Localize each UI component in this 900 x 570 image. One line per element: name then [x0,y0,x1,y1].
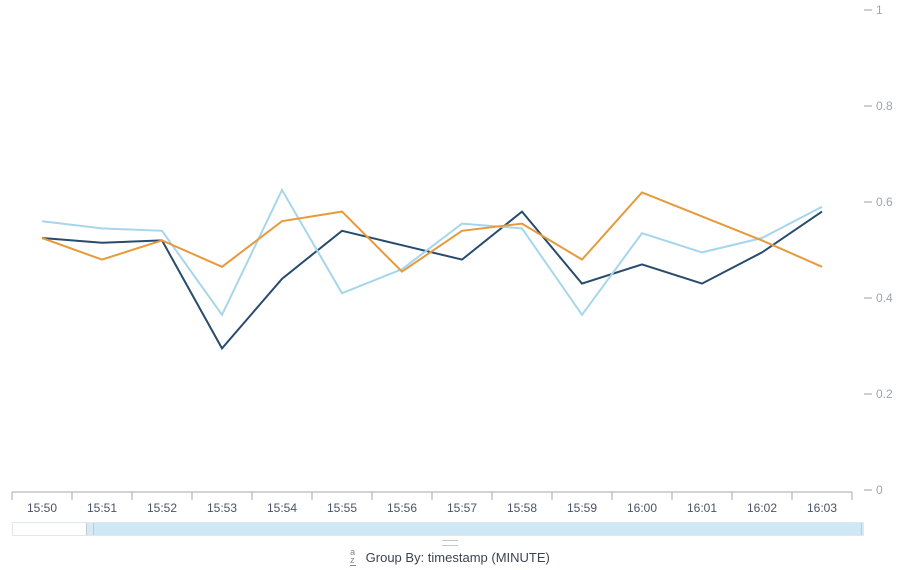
series-orange [42,192,822,271]
y-tick-label: 1 [876,3,883,17]
groupby-label: Group By: timestamp (MINUTE) [366,550,550,565]
y-tick-label: 0.8 [876,99,893,113]
x-tick-label: 15:55 [327,501,357,515]
x-tick-label: 15:50 [27,501,57,515]
x-tick-label: 15:58 [507,501,537,515]
time-range-brush[interactable] [12,522,864,536]
x-tick-label: 16:01 [687,501,717,515]
x-tick-label: 15:52 [147,501,177,515]
sort-az-icon: az [350,548,356,566]
brush-selection[interactable] [90,523,864,535]
y-tick-label: 0.2 [876,387,893,401]
brush-handle-left[interactable] [86,523,94,535]
x-tick-label: 15:57 [447,501,477,515]
x-tick-label: 15:51 [87,501,117,515]
x-tick-label: 15:59 [567,501,597,515]
brush-handle-right[interactable] [861,523,864,535]
y-tick-label: 0.6 [876,195,893,209]
resize-grip-icon [442,540,458,546]
groupby-row: az Group By: timestamp (MINUTE) [0,548,900,566]
x-tick-label: 15:53 [207,501,237,515]
x-tick-label: 16:00 [627,501,657,515]
x-tick-label: 16:03 [807,501,837,515]
timeseries-panel: 0 0.2 0.4 0.6 0.8 1 15:50 15:51 15:52 15:53 15:54… [0,0,900,570]
x-tick-label: 15:54 [267,501,297,515]
line-chart: 0 0.2 0.4 0.6 0.8 1 15:50 15:51 15:52 15:53 15:54… [0,0,900,570]
y-tick-label: 0.4 [876,291,893,305]
y-tick-label: 0 [876,483,883,497]
series-dark-blue [42,212,822,349]
x-tick-label: 15:56 [387,501,417,515]
x-tick-label: 16:02 [747,501,777,515]
